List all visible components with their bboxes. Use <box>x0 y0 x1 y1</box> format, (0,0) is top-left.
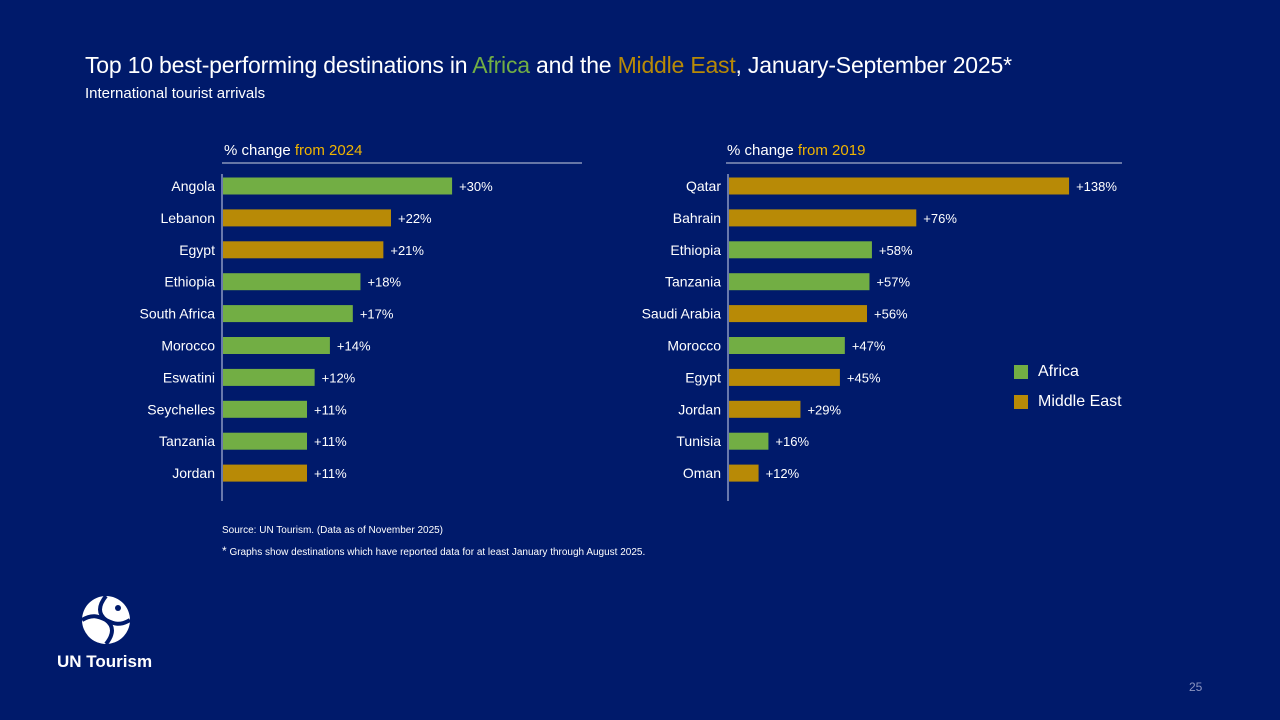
bar-south-africa <box>223 305 353 323</box>
data-label: +45% <box>847 370 881 385</box>
chart-svg-2019: Qatar +138% Bahrain +76% Ethiopia +58% Tanzani… <box>642 162 1122 501</box>
data-label: +56% <box>874 307 908 322</box>
data-label: +22% <box>398 211 432 226</box>
chart-svg-2024: Angola +30% Lebanon +22% Egypt +21% Ethiopia +1… <box>140 162 582 501</box>
category-label: Egypt <box>179 242 215 258</box>
footnote-star: * <box>222 544 227 558</box>
chart-heading-prefix: % change <box>224 142 295 159</box>
bar-morocco <box>223 337 330 354</box>
data-label: +12% <box>766 466 800 481</box>
data-label: +47% <box>852 339 886 354</box>
category-label: Tanzania <box>159 433 215 449</box>
category-label: Eswatini <box>163 369 215 385</box>
data-label: +11% <box>314 466 347 481</box>
category-label: Oman <box>683 465 721 481</box>
category-label: South Africa <box>140 306 216 322</box>
category-label: Angola <box>171 178 215 194</box>
category-label: Morocco <box>161 338 215 354</box>
category-label: Tunisia <box>676 433 721 449</box>
legend-label-middle-east: Middle East <box>1038 393 1122 410</box>
title-middle-east: Middle East <box>617 52 736 78</box>
footnote: * Graphs show destinations which have re… <box>222 541 645 563</box>
un-tourism-logo-icon <box>80 594 132 646</box>
category-label: Jordan <box>678 401 721 417</box>
bar-ethiopia <box>729 241 872 259</box>
data-label: +18% <box>367 275 401 290</box>
category-label: Saudi Arabia <box>642 306 722 322</box>
source-note: Source: UN Tourism. (Data as of November… <box>222 525 444 536</box>
legend-swatch-africa <box>1014 365 1028 379</box>
data-label: +11% <box>314 434 347 449</box>
legend-swatch-middle-east <box>1014 395 1028 409</box>
bar-jordan <box>223 464 307 482</box>
category-label: Tanzania <box>665 274 721 290</box>
chart-heading-2019: % change from 2019 <box>727 142 865 159</box>
data-label: +12% <box>322 370 356 385</box>
chart-heading-highlight: from 2019 <box>797 142 866 159</box>
data-label: +58% <box>879 243 913 258</box>
page-number: 25 <box>1189 680 1203 694</box>
category-label: Bahrain <box>673 210 721 226</box>
chart-legend: Africa Middle East <box>1014 357 1122 417</box>
chart-notes: Source: UN Tourism. (Data as of November… <box>222 521 645 563</box>
bar-tunisia <box>729 432 769 450</box>
legend-item-middle-east: Middle East <box>1014 387 1122 417</box>
category-label: Egypt <box>685 369 721 385</box>
category-label: Seychelles <box>147 401 215 417</box>
category-label: Lebanon <box>160 210 215 226</box>
chart-heading-2024: % change from 2024 <box>224 142 362 159</box>
data-label: +17% <box>360 307 394 322</box>
data-label: +16% <box>775 434 809 449</box>
page-subtitle: International tourist arrivals <box>85 85 266 102</box>
category-label: Jordan <box>172 465 215 481</box>
data-label: +138% <box>1076 179 1117 194</box>
logo-name: UN Tourism <box>57 652 153 671</box>
bar-ethiopia <box>223 273 361 291</box>
chart-heading-prefix: % change <box>727 142 798 159</box>
category-label: Ethiopia <box>670 242 721 258</box>
bar-tanzania <box>729 273 870 291</box>
bar-eswatini <box>223 368 315 386</box>
chart-heading-highlight: from 2024 <box>294 142 363 159</box>
bar-morocco <box>729 337 845 354</box>
page-title: Top 10 best-performing destinations in A… <box>85 52 1012 79</box>
data-label: +76% <box>923 211 957 226</box>
bar-lebanon <box>223 209 391 227</box>
data-label: +57% <box>876 275 910 290</box>
category-label: Qatar <box>686 178 721 194</box>
legend-label-africa: Africa <box>1038 363 1079 380</box>
bar-egypt <box>223 241 384 259</box>
title-africa: Africa <box>472 52 530 78</box>
data-label: +14% <box>337 339 371 354</box>
bar-tanzania <box>223 432 307 450</box>
category-label: Morocco <box>667 338 721 354</box>
data-label: +21% <box>390 243 424 258</box>
bar-egypt <box>729 368 840 386</box>
bar-oman <box>729 464 759 482</box>
footnote-text: Graphs show destinations which have repo… <box>226 547 646 558</box>
data-label: +29% <box>807 402 841 417</box>
category-label: Ethiopia <box>164 274 215 290</box>
bar-jordan <box>729 400 801 418</box>
bar-bahrain <box>729 209 917 227</box>
bar-qatar <box>729 177 1070 195</box>
title-middle: and the <box>529 52 618 78</box>
data-label: +11% <box>314 402 347 417</box>
title-prefix: Top 10 best-performing destinations in <box>85 52 473 78</box>
title-suffix: , January-September 2025* <box>735 52 1012 78</box>
bar-angola <box>223 177 453 195</box>
bar-seychelles <box>223 400 307 418</box>
bar-saudi-arabia <box>729 305 867 323</box>
data-label: +30% <box>459 179 493 194</box>
legend-item-africa: Africa <box>1014 357 1122 387</box>
